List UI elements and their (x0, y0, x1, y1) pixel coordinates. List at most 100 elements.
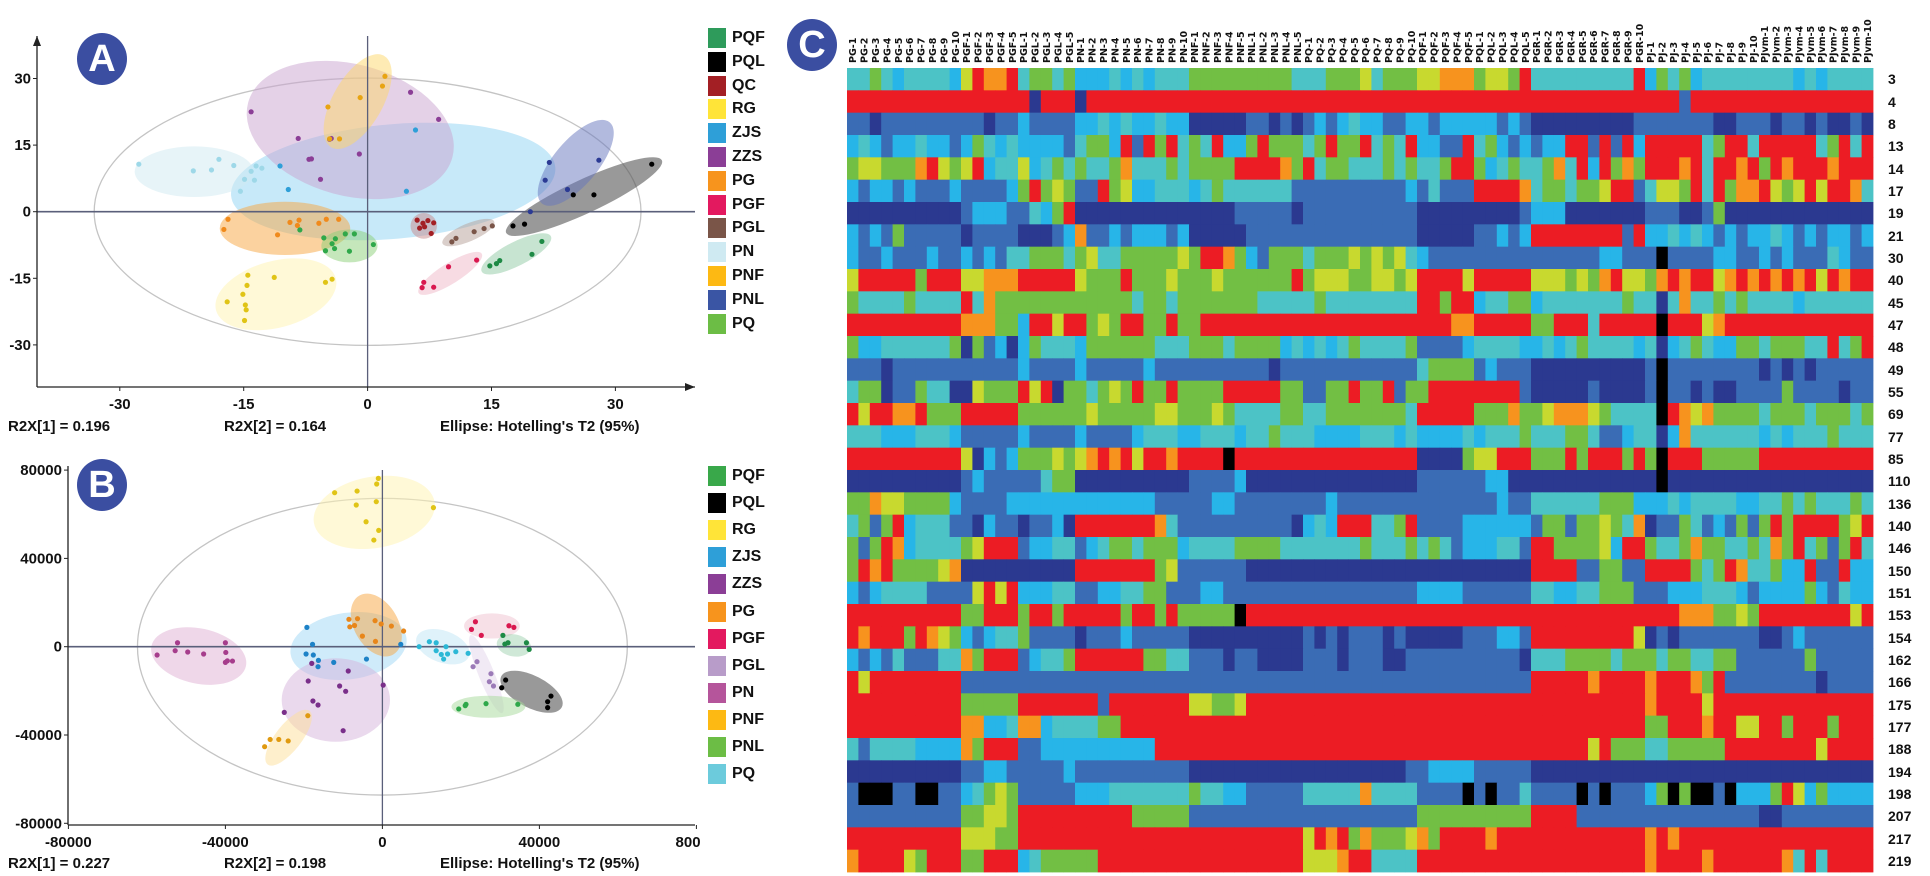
heatmap-cell (1371, 626, 1384, 650)
heatmap-cell (1565, 514, 1577, 538)
heatmap-cell (1086, 827, 1099, 851)
heatmap-cell (1417, 738, 1429, 761)
heatmap-cell (1793, 738, 1805, 761)
heatmap-cell (1223, 581, 1235, 605)
heatmap-cell (1496, 693, 1509, 717)
heatmap-cell (1211, 671, 1224, 694)
heatmap-cell (1462, 715, 1475, 739)
heatmap-cell (1713, 179, 1726, 203)
heatmap-cell (1781, 581, 1794, 605)
heatmap-row-label: 151 (1888, 584, 1912, 601)
heatmap-cell (1770, 269, 1783, 292)
heatmap-cell (1428, 135, 1441, 158)
heatmap-cell (1462, 313, 1475, 337)
heatmap-cell (995, 135, 1007, 158)
heatmap-cell (1428, 559, 1441, 583)
heatmap-cell (1850, 291, 1862, 315)
heatmap-cell (1325, 135, 1338, 158)
heatmap-cell (1690, 68, 1703, 91)
heatmap-cell (1679, 827, 1691, 851)
heatmap-cell (1485, 805, 1498, 828)
heatmap-cell (1519, 514, 1532, 538)
heatmap-cell (1063, 782, 1076, 806)
heatmap-cell (1394, 269, 1406, 292)
heatmap-cell (1040, 581, 1053, 605)
heatmap-cell (1804, 112, 1817, 136)
heatmap-cell (1531, 537, 1543, 560)
heatmap-cell (949, 648, 962, 672)
heatmap-cell (1417, 135, 1429, 158)
point-pn (224, 658, 230, 664)
heatmap-cell (1633, 715, 1646, 739)
heatmap-cell (858, 336, 871, 359)
heatmap-cell (1462, 827, 1475, 851)
heatmap-cell (1804, 671, 1817, 694)
heatmap-cell (1075, 358, 1087, 382)
heatmap-cell (1154, 291, 1167, 315)
heatmap-cell (983, 492, 996, 516)
heatmap-cell (1542, 626, 1555, 650)
heatmap-cell (1268, 671, 1281, 694)
heatmap-cell (1325, 626, 1338, 650)
heatmap-cell (938, 68, 950, 91)
heatmap-cell (1667, 470, 1680, 493)
legend-item-pgl: PGL (708, 655, 765, 676)
heatmap-cell (1804, 313, 1817, 337)
heatmap-cell (1337, 693, 1349, 717)
heatmap-cell (1702, 202, 1714, 225)
heatmap-cell (1747, 90, 1760, 114)
heatmap-cell (1576, 693, 1589, 717)
point-qc (425, 217, 431, 224)
heatmap-cell (1451, 626, 1463, 650)
heatmap-cell (1109, 157, 1121, 181)
heatmap-cell (1645, 313, 1657, 337)
point-pg (274, 232, 281, 238)
heatmap-cell (1553, 447, 1566, 471)
heatmap-cell (1610, 715, 1623, 739)
heatmap-cell (1439, 671, 1452, 694)
heatmap-cell (1063, 380, 1076, 404)
heatmap-cell (972, 135, 985, 158)
heatmap-cell (1519, 179, 1532, 203)
heatmap-cell (1861, 492, 1874, 516)
heatmap-cell (983, 514, 996, 538)
heatmap-cell (938, 336, 950, 359)
heatmap-cell (1189, 112, 1201, 136)
heatmap-cell (1360, 559, 1372, 583)
heatmap-cell (1360, 112, 1372, 136)
heatmap-cell (1804, 581, 1817, 605)
heatmap-cell (1405, 269, 1418, 292)
heatmap-cell (1827, 291, 1840, 315)
heatmap-cell (1656, 68, 1669, 91)
legend-item-pgl: PGL (708, 218, 765, 239)
heatmap-cell (938, 269, 950, 292)
point-pn (231, 162, 237, 169)
heatmap-cell (1508, 157, 1520, 181)
heatmap-cell (1565, 827, 1577, 851)
heatmap-cell (1542, 336, 1555, 359)
heatmap-cell (938, 380, 950, 404)
heatmap-cell (1314, 90, 1327, 114)
heatmap-cell (1132, 581, 1144, 605)
heatmap-cell (1724, 112, 1737, 136)
heatmap-cell (1531, 269, 1543, 292)
heatmap-cell (1132, 827, 1144, 851)
heatmap-cell (1246, 671, 1258, 694)
heatmap-cell (1861, 715, 1874, 739)
heatmap-cell (1759, 112, 1771, 136)
heatmap-cell (1120, 492, 1133, 516)
heatmap-cell (1816, 291, 1828, 315)
point-zzs (305, 678, 311, 684)
heatmap-cell (1177, 68, 1190, 91)
heatmap-cell (1200, 626, 1213, 650)
heatmap-cell (1337, 537, 1349, 560)
heatmap-cell (915, 358, 928, 382)
heatmap-cell (1268, 202, 1281, 225)
heatmap-cell (1599, 693, 1612, 717)
heatmap-cell (1154, 135, 1167, 158)
heatmap-cell (926, 760, 939, 784)
heatmap-cell (1838, 358, 1851, 382)
point-zjs (315, 664, 321, 670)
point-pn (253, 163, 259, 169)
heatmap-cell (949, 202, 962, 225)
